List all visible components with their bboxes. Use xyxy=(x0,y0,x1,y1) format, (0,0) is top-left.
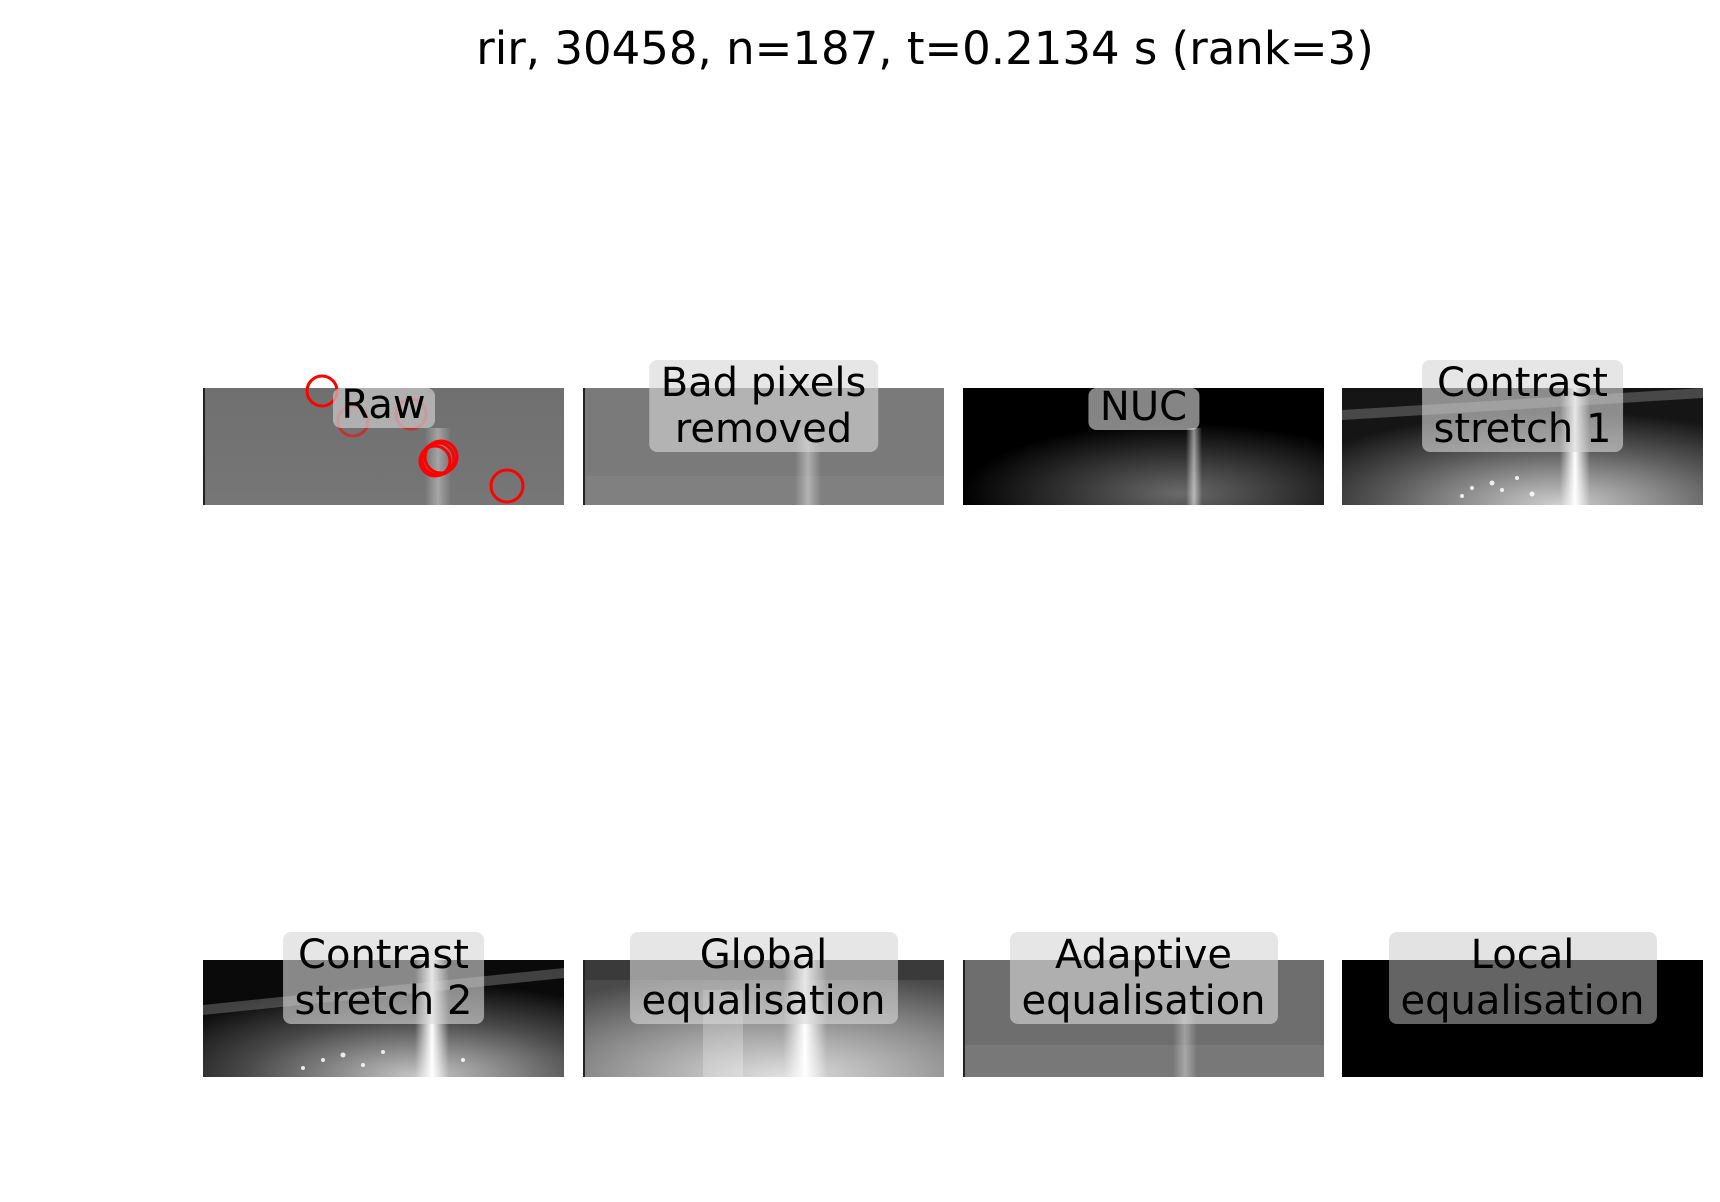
panel-contrast-stretch-2: Contrast stretch 2 xyxy=(203,932,564,1077)
panel-bad-pixels-removed: Bad pixels removed xyxy=(583,360,944,505)
panel-label-nuc: NUC xyxy=(1087,384,1200,430)
panel-label-bad-pixels-removed: Bad pixels removed xyxy=(648,360,879,452)
panel-adaptive-equalisation: Adaptive equalisation xyxy=(963,932,1324,1077)
panel-label-local-equalisation: Local equalisation xyxy=(1388,932,1657,1024)
panel-contrast-stretch-1: Contrast stretch 1 xyxy=(1342,360,1703,505)
figure-title: rir, 30458, n=187, t=0.2134 s (rank=3) xyxy=(476,22,1374,75)
panel-local-equalisation: Local equalisation xyxy=(1342,932,1703,1077)
panel-label-global-equalisation: Global equalisation xyxy=(629,932,898,1024)
panel-label-raw: Raw xyxy=(332,382,435,428)
panel-raw: Raw xyxy=(203,374,564,505)
panel-nuc: NUC xyxy=(963,384,1324,505)
panel-label-contrast-stretch-2: Contrast stretch 2 xyxy=(282,932,485,1024)
panel-label-contrast-stretch-1: Contrast stretch 1 xyxy=(1421,360,1624,452)
panel-global-equalisation: Global equalisation xyxy=(583,932,944,1077)
panel-label-adaptive-equalisation: Adaptive equalisation xyxy=(1009,932,1278,1024)
